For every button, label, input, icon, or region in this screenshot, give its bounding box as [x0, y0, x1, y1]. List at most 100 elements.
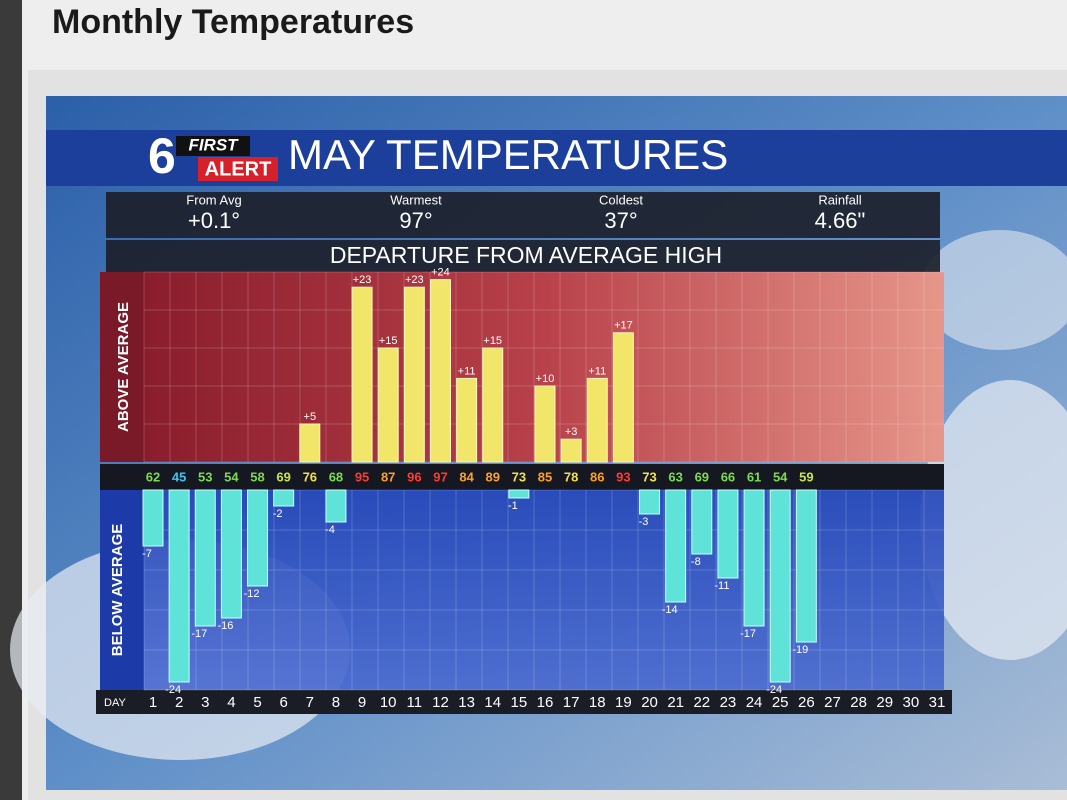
bar — [639, 489, 661, 515]
value-label: -8 — [691, 556, 701, 568]
high-temp: 69 — [276, 469, 290, 484]
high-temp: 78 — [564, 469, 578, 484]
value-label: -12 — [244, 588, 260, 600]
bar — [194, 489, 216, 627]
high-temp: 69 — [695, 469, 709, 484]
bar — [508, 489, 530, 499]
value-label: +11 — [458, 365, 476, 377]
value-label: +5 — [304, 411, 317, 423]
value-label: -24 — [165, 684, 181, 696]
stat-label: Rainfall — [818, 192, 861, 207]
high-temp: 61 — [747, 469, 761, 484]
bar — [534, 385, 556, 463]
stat-value: 97° — [399, 208, 432, 233]
value-label: +24 — [431, 267, 450, 279]
bar — [429, 279, 451, 463]
high-temp: 62 — [146, 469, 160, 484]
bar — [247, 489, 269, 587]
high-temp: 68 — [329, 469, 343, 484]
bar — [482, 347, 504, 463]
bar — [351, 286, 373, 463]
bar — [612, 332, 634, 463]
stat-label: Warmest — [390, 192, 442, 207]
x-tick-label: 12 — [432, 694, 449, 711]
x-tick-label: 31 — [929, 694, 946, 711]
x-tick-label: 13 — [458, 694, 475, 711]
x-tick-label: 11 — [407, 694, 423, 711]
x-tick-label: 9 — [358, 694, 366, 711]
high-temp: 54 — [773, 469, 788, 484]
cloud — [920, 230, 1067, 350]
high-temp: 95 — [355, 469, 369, 484]
value-label: -3 — [639, 516, 649, 528]
high-temp: 85 — [538, 469, 552, 484]
x-tick-label: 21 — [667, 694, 684, 711]
value-label: -11 — [714, 580, 729, 592]
x-tick-label: 25 — [772, 694, 789, 711]
x-tick-label: 24 — [746, 694, 763, 711]
value-label: -1 — [508, 500, 518, 512]
page-title: Monthly Temperatures — [52, 3, 414, 41]
value-label: -4 — [325, 524, 335, 536]
x-tick-label: 10 — [380, 694, 397, 711]
bar — [769, 489, 791, 683]
temp-strip — [100, 464, 944, 490]
bar — [691, 489, 713, 555]
x-tick-label: 2 — [175, 694, 183, 711]
value-label: -19 — [792, 644, 808, 656]
stat-label: Coldest — [599, 192, 643, 207]
bar — [220, 489, 242, 619]
below-label: BELOW AVERAGE — [109, 524, 126, 657]
x-tick-label: 23 — [720, 694, 737, 711]
x-tick-label: 4 — [227, 694, 235, 711]
day-strip — [96, 690, 952, 714]
high-temp: 93 — [616, 469, 630, 484]
bar — [142, 489, 164, 547]
stat-value: +0.1° — [188, 208, 240, 233]
stat-label: From Avg — [186, 192, 241, 207]
bar — [795, 489, 817, 643]
bar — [560, 438, 582, 463]
bar — [456, 377, 478, 463]
bar — [168, 489, 190, 683]
x-tick-label: 18 — [589, 694, 606, 711]
bar — [273, 489, 295, 507]
high-temp: 76 — [303, 469, 317, 484]
x-tick-label: 16 — [537, 694, 554, 711]
x-tick-label: 30 — [903, 694, 920, 711]
value-label: +15 — [483, 335, 502, 347]
x-tick-label: 22 — [693, 694, 710, 711]
bar — [377, 347, 399, 463]
value-label: +15 — [379, 335, 398, 347]
subtitle-band — [106, 240, 940, 272]
logo-first: FIRST — [188, 135, 239, 154]
cloud — [920, 380, 1067, 660]
high-temp: 54 — [224, 469, 239, 484]
value-label: +10 — [536, 373, 555, 385]
chart-subtitle: DEPARTURE FROM AVERAGE HIGH — [330, 242, 722, 268]
left-edge — [0, 0, 22, 800]
high-temp: 96 — [407, 469, 421, 484]
x-tick-label: 14 — [484, 694, 501, 711]
value-label: -2 — [273, 508, 283, 520]
high-temp: 84 — [459, 469, 474, 484]
logo-number: 6 — [148, 128, 176, 184]
bar — [717, 489, 739, 579]
high-temp: 45 — [172, 469, 186, 484]
high-temp: 73 — [512, 469, 526, 484]
high-temp: 53 — [198, 469, 212, 484]
below-side — [100, 490, 144, 690]
above-label: ABOVE AVERAGE — [115, 302, 132, 432]
x-tick-label: 20 — [641, 694, 658, 711]
x-tick-label: 5 — [253, 694, 261, 711]
x-tick-label: 26 — [798, 694, 815, 711]
x-tick-label: 27 — [824, 694, 841, 711]
bar — [586, 377, 608, 463]
x-tick-label: 19 — [615, 694, 632, 711]
value-label: +23 — [405, 274, 424, 286]
bar — [325, 489, 347, 523]
value-label: +17 — [614, 320, 633, 332]
x-tick-label: 8 — [332, 694, 340, 711]
value-label: +11 — [588, 365, 606, 377]
